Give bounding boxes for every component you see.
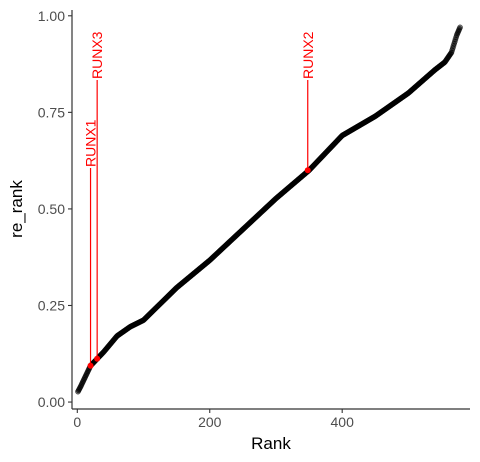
y-tick-label: 0.25 [38, 297, 65, 313]
data-point [457, 24, 463, 31]
highlighted-point [94, 355, 101, 362]
y-tick-label: 0.50 [38, 201, 65, 217]
y-tick-label: 0.00 [38, 394, 65, 410]
y-axis-title: re_rank [7, 180, 26, 238]
x-tick-label: 0 [73, 414, 81, 430]
x-tick-label: 400 [331, 414, 355, 430]
annotation-label: RUNX2 [300, 31, 316, 79]
y-ticks: 0.00 0.25 0.50 0.75 1.00 [38, 8, 72, 410]
highlighted-point [87, 362, 94, 369]
highlighted-point [304, 167, 311, 174]
x-tick-label: 200 [198, 414, 222, 430]
y-tick-label: 1.00 [38, 8, 65, 24]
x-axis-title: Rank [251, 434, 291, 453]
x-ticks: 0 200 400 [73, 409, 354, 430]
y-tick-label: 0.75 [38, 104, 65, 120]
annotation-label: RUNX3 [89, 31, 105, 79]
annotation-label: RUNX1 [83, 119, 99, 167]
axes [71, 10, 470, 410]
gene-annotations: RUNX1 RUNX3 RUNX2 [83, 31, 316, 369]
data-points [75, 24, 463, 395]
